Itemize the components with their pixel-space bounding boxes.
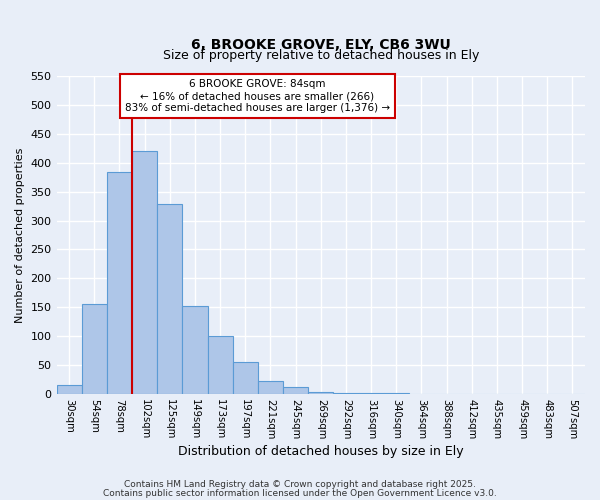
- Bar: [233, 362, 258, 394]
- X-axis label: Distribution of detached houses by size in Ely: Distribution of detached houses by size …: [178, 444, 464, 458]
- Bar: [107, 172, 132, 394]
- Bar: [82, 304, 107, 394]
- Bar: [258, 381, 283, 394]
- Bar: [359, 393, 383, 394]
- Bar: [334, 392, 359, 394]
- Bar: [208, 336, 233, 394]
- Bar: [132, 152, 157, 394]
- Text: Contains public sector information licensed under the Open Government Licence v3: Contains public sector information licen…: [103, 489, 497, 498]
- Bar: [182, 306, 208, 394]
- Y-axis label: Number of detached properties: Number of detached properties: [15, 148, 25, 322]
- Title: 6, BROOKE GROVE, ELY, CB6 3WU: 6, BROOKE GROVE, ELY, CB6 3WU: [191, 38, 451, 52]
- Text: Size of property relative to detached houses in Ely: Size of property relative to detached ho…: [163, 49, 479, 62]
- Text: 6 BROOKE GROVE: 84sqm
← 16% of detached houses are smaller (266)
83% of semi-det: 6 BROOKE GROVE: 84sqm ← 16% of detached …: [125, 80, 390, 112]
- Bar: [283, 387, 308, 394]
- Bar: [56, 385, 82, 394]
- Bar: [383, 393, 409, 394]
- Bar: [157, 204, 182, 394]
- Bar: [308, 392, 334, 394]
- Text: Contains HM Land Registry data © Crown copyright and database right 2025.: Contains HM Land Registry data © Crown c…: [124, 480, 476, 489]
